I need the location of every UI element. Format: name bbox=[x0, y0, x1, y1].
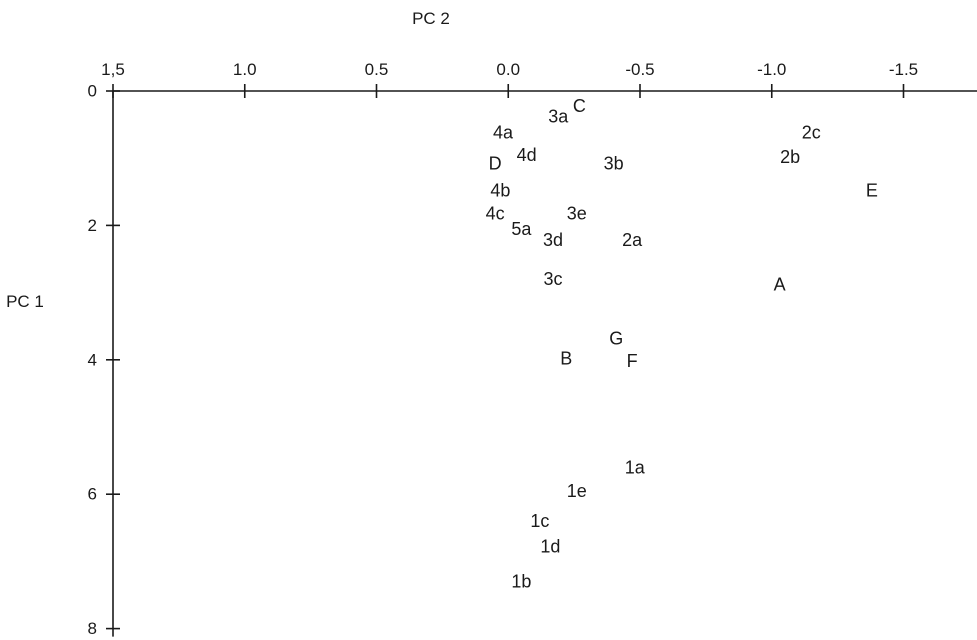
axes bbox=[112, 90, 977, 637]
data-point-label-4b: 4b bbox=[490, 180, 510, 200]
x-tick-label: -0.5 bbox=[625, 60, 654, 79]
data-point-label-4c: 4c bbox=[486, 203, 505, 223]
data-point-label-1d: 1d bbox=[540, 537, 560, 557]
data-point-label-3b: 3b bbox=[604, 154, 624, 174]
data-point-label-c: C bbox=[573, 96, 586, 116]
data-point-label-2b: 2b bbox=[780, 147, 800, 167]
y-tick-label: 2 bbox=[88, 216, 97, 235]
y-tick-label: 4 bbox=[88, 350, 97, 369]
data-point-label-3c: 3c bbox=[544, 269, 563, 289]
x-axis-title: PC 2 bbox=[412, 9, 450, 28]
x-axis-ticks: 1,5 1.0 0.5 0.0 -0.5 -1.0 -1.5 bbox=[101, 60, 918, 98]
x-tick-label: -1.5 bbox=[889, 60, 918, 79]
x-tick-label: 0.0 bbox=[496, 60, 520, 79]
data-point-label-1a: 1a bbox=[625, 457, 646, 477]
data-point-label-1e: 1e bbox=[567, 481, 587, 501]
data-point-label-b: B bbox=[560, 348, 572, 368]
data-point-label-4a: 4a bbox=[493, 123, 514, 143]
data-point-label-2a: 2a bbox=[622, 230, 643, 250]
data-point-label-5a: 5a bbox=[511, 219, 532, 239]
y-axis-title: PC 1 bbox=[6, 292, 44, 311]
y-axis-ticks: 0 2 4 6 8 bbox=[88, 82, 120, 638]
data-point-label-2c: 2c bbox=[802, 123, 821, 143]
data-point-label-1b: 1b bbox=[511, 572, 531, 592]
x-tick-label: 0.5 bbox=[365, 60, 389, 79]
y-tick-label: 0 bbox=[88, 82, 97, 101]
data-point-label-e: E bbox=[866, 180, 878, 200]
data-point-labels: C3a 4a 2c 4d D 3b 2b 4b E 4c 3e 5a 3d 2a 3c A G B F 1a 1e 1c 1… bbox=[486, 96, 878, 592]
y-tick-label: 8 bbox=[88, 619, 97, 638]
data-point-label-4d: 4d bbox=[517, 145, 537, 165]
data-point-label-3a: 3a bbox=[548, 107, 569, 127]
data-point-label-1c: 1c bbox=[530, 511, 549, 531]
data-point-label-g: G bbox=[609, 328, 623, 348]
x-tick-label: 1.0 bbox=[233, 60, 257, 79]
x-tick-label: -1.0 bbox=[757, 60, 786, 79]
y-tick-label: 6 bbox=[88, 485, 97, 504]
x-tick-label: 1,5 bbox=[101, 60, 125, 79]
data-point-label-a: A bbox=[774, 275, 786, 295]
data-point-label-3d: 3d bbox=[543, 230, 563, 250]
data-point-label-3e: 3e bbox=[567, 203, 587, 223]
data-point-label-d: D bbox=[489, 154, 502, 174]
data-point-label-f: F bbox=[627, 351, 638, 371]
